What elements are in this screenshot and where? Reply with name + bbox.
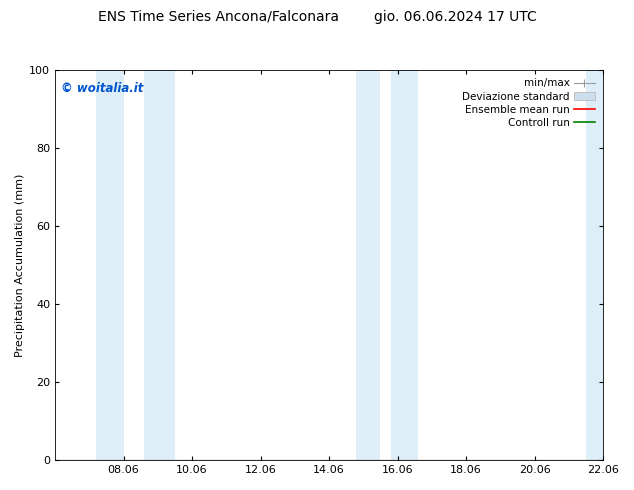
Bar <box>356 70 380 460</box>
Bar <box>144 70 175 460</box>
Text: © woitalia.it: © woitalia.it <box>60 82 143 95</box>
Bar <box>391 70 418 460</box>
Bar <box>96 70 124 460</box>
Text: ENS Time Series Ancona/Falconara        gio. 06.06.2024 17 UTC: ENS Time Series Ancona/Falconara gio. 06… <box>98 10 536 24</box>
Y-axis label: Precipitation Accumulation (mm): Precipitation Accumulation (mm) <box>15 173 25 357</box>
Bar <box>586 70 603 460</box>
Legend: min/max, Deviazione standard, Ensemble mean run, Controll run: min/max, Deviazione standard, Ensemble m… <box>459 75 598 131</box>
